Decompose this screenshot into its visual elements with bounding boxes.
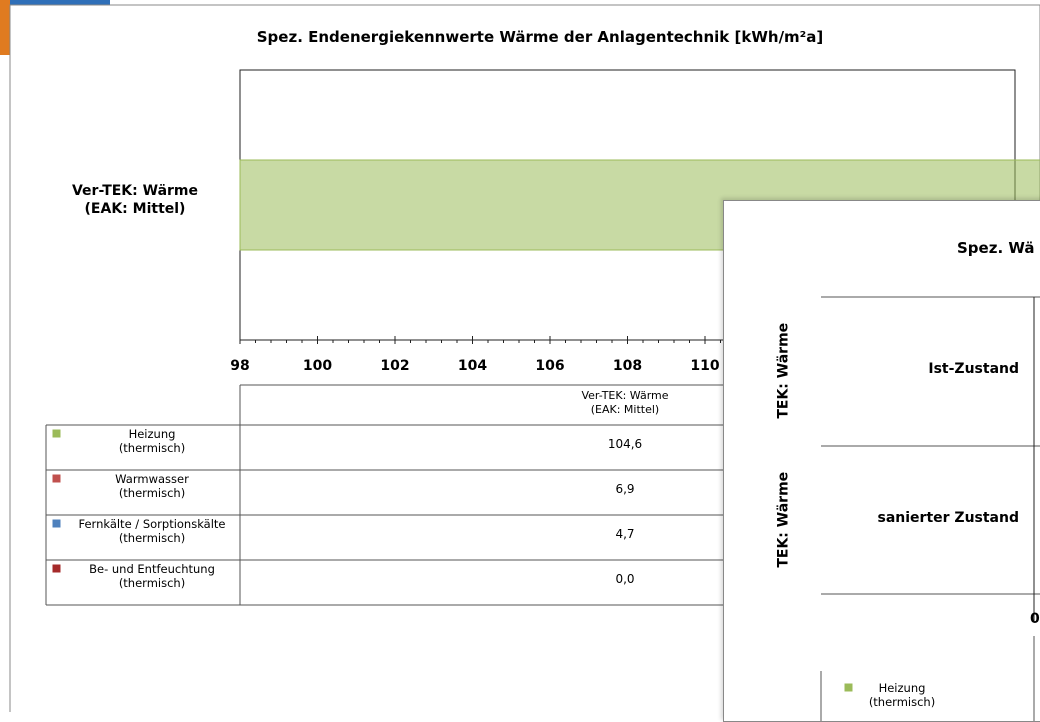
x-tick-label: 110 — [690, 358, 720, 374]
data-value: 104,6 — [607, 437, 643, 451]
legend-swatch — [844, 683, 853, 692]
category-label: sanierter Zustand — [877, 509, 1020, 526]
legend-label: Heizung (thermisch) — [868, 681, 936, 710]
data-value: 0,0 — [615, 572, 635, 586]
second-chart — [820, 296, 1040, 721]
legend-swatch — [52, 564, 61, 573]
overlapping-chart-window: Spez. Wä TEK: Wärme Ist-Zustand TEK: Wärme s… — [723, 200, 1040, 722]
legend-swatch — [52, 429, 61, 438]
x-tick-label: 108 — [612, 358, 643, 374]
x-tick-label: 98 — [230, 358, 250, 374]
group-label: TEK: Wärme — [775, 471, 792, 568]
category-label: Ver-TEK: Wärme (EAK: Mittel) — [71, 183, 199, 217]
chart-title: Spez. Wä — [957, 239, 1035, 257]
x-tick-label: 100 — [302, 358, 333, 374]
x-tick-label: 102 — [380, 358, 410, 374]
x-tick-label: 106 — [535, 358, 565, 374]
data-value: 6,9 — [615, 482, 635, 496]
window-fragment — [0, 0, 110, 6]
legend-swatch — [52, 474, 61, 483]
x-tick-label: 104 — [457, 358, 488, 374]
legend-label: Heizung (thermisch) — [118, 427, 186, 456]
category-label: Ist-Zustand — [928, 361, 1019, 378]
legend-label: Warmwasser (thermisch) — [115, 472, 189, 501]
data-value: 4,7 — [615, 527, 635, 541]
legend-label: Fernkälte / Sorptionskälte (thermisch) — [78, 517, 226, 546]
table-header: Ver-TEK: Wärme (EAK: Mittel) — [581, 389, 669, 416]
chart-title: Spez. Endenergiekennwerte Wärme der Anla… — [256, 28, 824, 46]
legend-label: Be- und Entfeuchtung (thermisch) — [89, 562, 215, 591]
x-tick-label: 0 — [1030, 611, 1040, 627]
window-fragment — [0, 0, 10, 55]
legend-swatch — [52, 519, 61, 528]
